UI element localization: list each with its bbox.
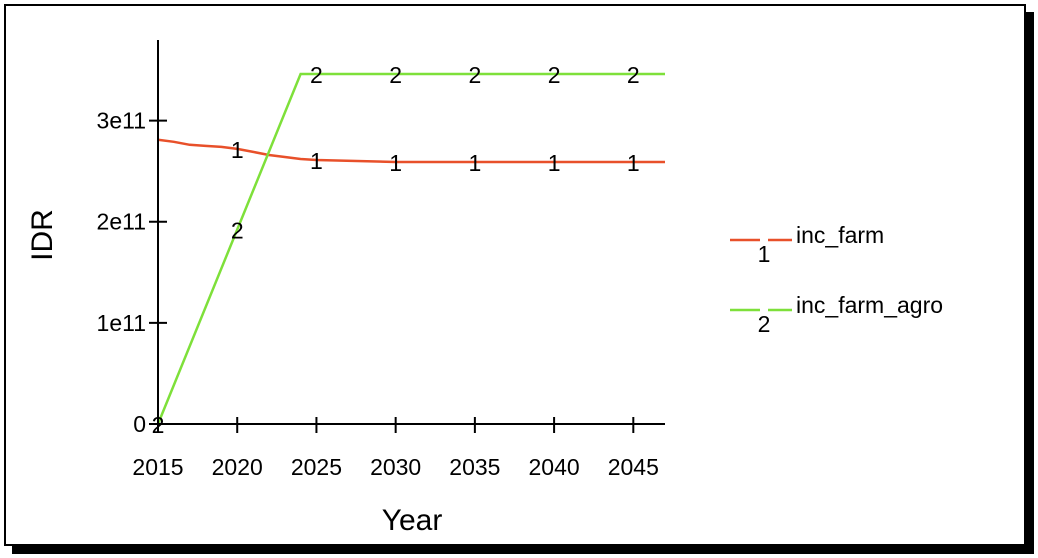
series-marker-label: 1 [468,150,481,176]
series-marker-label: 1 [548,150,561,176]
legend-marker-label: 1 [758,241,771,267]
series-marker-label: 1 [389,150,402,176]
legend-marker-label: 2 [758,311,771,337]
series-line-inc-farm-agro [156,72,665,425]
series-layer [156,72,665,425]
series-marker-label: 1 [310,148,323,174]
markers-layer: 1 1 1 1 1 1 2 2 2 2 2 2 2 [152,62,640,438]
x-tick-label: 2015 [132,454,183,480]
x-tick-label: 2030 [370,454,421,480]
chart-frame [4,4,1026,546]
legend: 1 inc_farm 2 inc_farm_agro [730,222,943,337]
x-tick-label: 2035 [449,454,500,480]
series-line-inc-farm [157,138,665,164]
ticks-layer: 2015 2020 2025 2030 2035 2040 2045 0 1e11 2e11 3e1… [97,108,659,480]
y-tick-label: 2e11 [97,209,146,235]
legend-entry-label: inc_farm [796,222,884,248]
x-tick-label: 2040 [529,454,580,480]
series-marker-label: 2 [468,62,481,88]
x-axis-label: Year [382,504,443,537]
y-tick-label: 1e11 [97,310,146,336]
y-tick-label: 0 [133,411,146,437]
series-marker-label: 2 [389,62,402,88]
series-marker-label: 1 [231,137,244,163]
series-marker-label: 2 [548,62,561,88]
axes-layer [157,40,665,425]
x-tick-label: 2045 [608,454,659,480]
series-marker-label: 2 [627,62,640,88]
x-tick-label: 2020 [212,454,263,480]
legend-entry-label: inc_farm_agro [796,292,943,318]
series-marker-label: 1 [627,150,640,176]
series-marker-label: 2 [310,62,323,88]
y-tick-label: 3e11 [97,108,146,134]
series-marker-label: 2 [231,218,244,244]
x-tick-label: 2025 [291,454,342,480]
series-marker-label: 2 [152,412,165,438]
y-axis-label: IDR [26,209,59,261]
